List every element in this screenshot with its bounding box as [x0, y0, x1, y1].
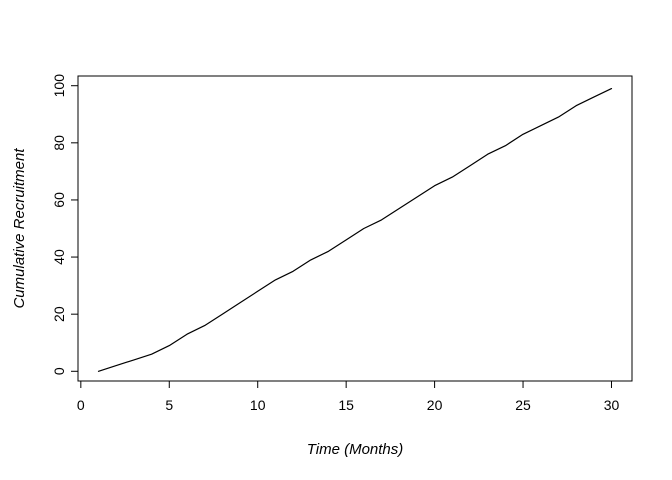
x-axis-tick-label: 20 — [427, 397, 443, 413]
y-axis-tick-label: 40 — [51, 249, 67, 265]
x-axis-tick-label: 25 — [515, 397, 531, 413]
x-axis-title: Time (Months) — [307, 441, 404, 458]
recruitment-line — [97, 87, 613, 372]
y-axis-tick-label: 60 — [51, 192, 67, 208]
y-axis-tick-label: 100 — [51, 74, 67, 98]
y-axis-tick-label: 80 — [51, 135, 67, 151]
x-axis-tick-label: 5 — [165, 397, 173, 413]
x-axis-tick-label: 0 — [77, 397, 85, 413]
x-axis-tick-label: 30 — [604, 397, 620, 413]
x-axis-tick-label: 15 — [338, 397, 354, 413]
plot-box — [77, 75, 633, 382]
x-axis-tick-label: 10 — [250, 397, 266, 413]
y-axis-tick-label: 20 — [51, 306, 67, 322]
y-axis-title: Cumulative Recruitment — [11, 148, 28, 309]
y-axis-tick-label: 0 — [51, 367, 67, 375]
